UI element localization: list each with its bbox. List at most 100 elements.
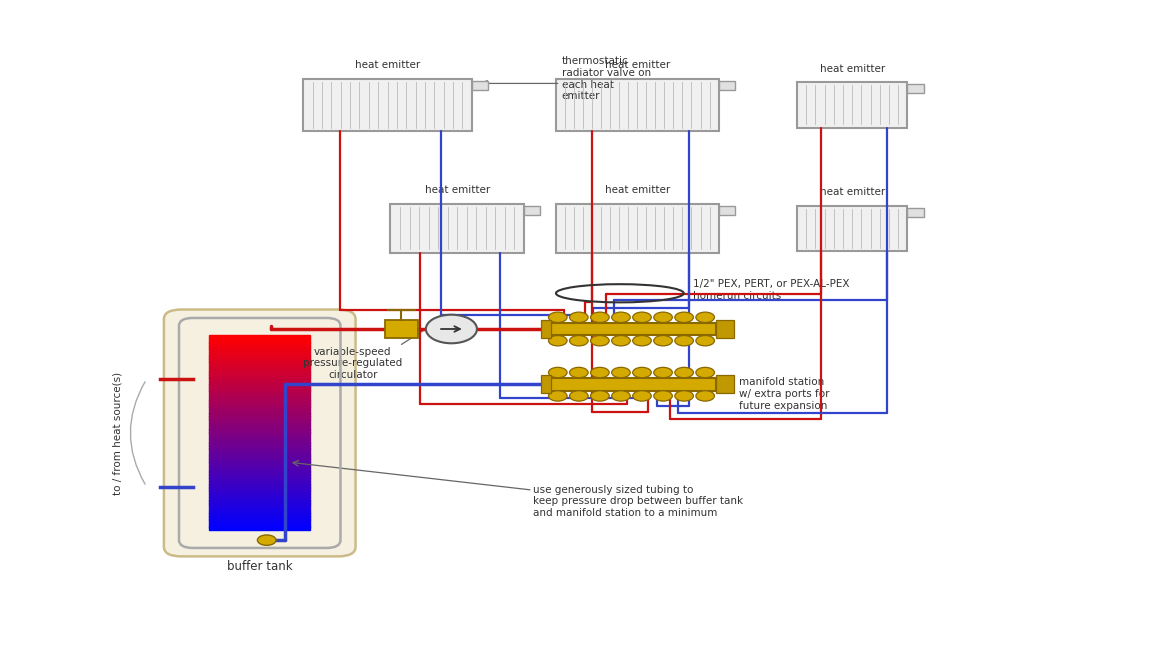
Bar [209,500,310,504]
Bar [209,348,310,352]
Bar [209,422,310,426]
Circle shape [633,312,652,322]
Circle shape [633,391,652,401]
Bar [209,436,310,440]
Circle shape [570,367,589,378]
Circle shape [675,367,694,378]
Bar [209,378,310,382]
Bar [209,522,310,526]
Bar [209,455,310,459]
Bar [716,320,735,338]
Bar [209,481,310,484]
Bar [209,355,310,359]
Bar [209,516,310,520]
Bar [209,487,310,491]
Bar [209,471,310,475]
Bar [209,451,310,455]
Bar [209,384,310,388]
Bar [209,342,310,346]
Bar [209,468,310,472]
Circle shape [549,312,567,322]
Bar [209,426,310,430]
Bar [209,365,310,368]
Circle shape [549,336,567,346]
Circle shape [696,367,715,378]
Circle shape [570,312,589,322]
Bar [209,390,310,394]
Bar [524,206,541,215]
Circle shape [612,312,631,322]
Text: manifold station
w/ extra ports for
future expansion: manifold station w/ extra ports for futu… [739,378,830,411]
Bar [209,510,310,514]
Bar [209,419,310,423]
Circle shape [696,312,715,322]
Bar [209,513,310,517]
Text: heat emitter: heat emitter [819,187,885,197]
Circle shape [654,336,673,346]
Circle shape [654,367,673,378]
Circle shape [675,336,694,346]
Bar [209,458,310,462]
Text: buffer tank: buffer tank [227,560,292,572]
Circle shape [675,391,694,401]
Circle shape [612,336,631,346]
Bar [908,84,923,93]
Bar [209,374,310,378]
Bar [209,358,310,362]
Bar [209,416,310,420]
Text: heat emitter: heat emitter [605,61,670,70]
Circle shape [633,367,652,378]
Bar [209,368,310,372]
Bar [209,507,310,511]
Bar [548,378,716,391]
Bar [209,393,310,397]
Circle shape [696,336,715,346]
Text: thermostatic
radiator valve on
each heat
emitter: thermostatic radiator valve on each heat… [562,57,651,101]
Bar [209,478,310,482]
Circle shape [696,391,715,401]
Bar [209,400,310,404]
Circle shape [426,315,477,343]
Bar [556,204,718,253]
Bar [209,494,310,497]
Bar [797,82,908,128]
Bar [391,204,524,253]
Bar [385,320,418,338]
Circle shape [257,535,276,545]
Bar [718,81,735,90]
Text: to / from heat source(s): to / from heat source(s) [112,371,123,495]
Bar [797,205,908,251]
Bar [542,375,551,393]
Bar [718,206,735,215]
Text: 1/2" PEX, PERT, or PEX-AL-PEX
homerun circuits: 1/2" PEX, PERT, or PEX-AL-PEX homerun ci… [693,279,849,301]
Bar [209,381,310,384]
Circle shape [591,336,610,346]
Circle shape [591,312,610,322]
Bar [209,403,310,407]
Bar [472,81,488,90]
Bar [209,387,310,391]
Bar [209,519,310,523]
Circle shape [675,312,694,322]
Bar [209,497,310,501]
Bar [209,413,310,417]
Text: variable-speed
pressure-regulated
circulator: variable-speed pressure-regulated circul… [303,347,402,380]
Bar [209,336,310,340]
Bar [209,432,310,436]
Circle shape [591,367,610,378]
Bar [209,526,310,530]
Bar [209,465,310,468]
Bar [209,474,310,478]
Circle shape [570,336,589,346]
Circle shape [549,367,567,378]
Bar [209,461,310,465]
Bar [209,484,310,488]
Circle shape [549,391,567,401]
Bar [548,322,716,336]
Bar [209,371,310,375]
Bar [209,345,310,349]
Bar [209,397,310,401]
FancyBboxPatch shape [164,309,356,557]
Bar [209,445,310,449]
Circle shape [654,312,673,322]
